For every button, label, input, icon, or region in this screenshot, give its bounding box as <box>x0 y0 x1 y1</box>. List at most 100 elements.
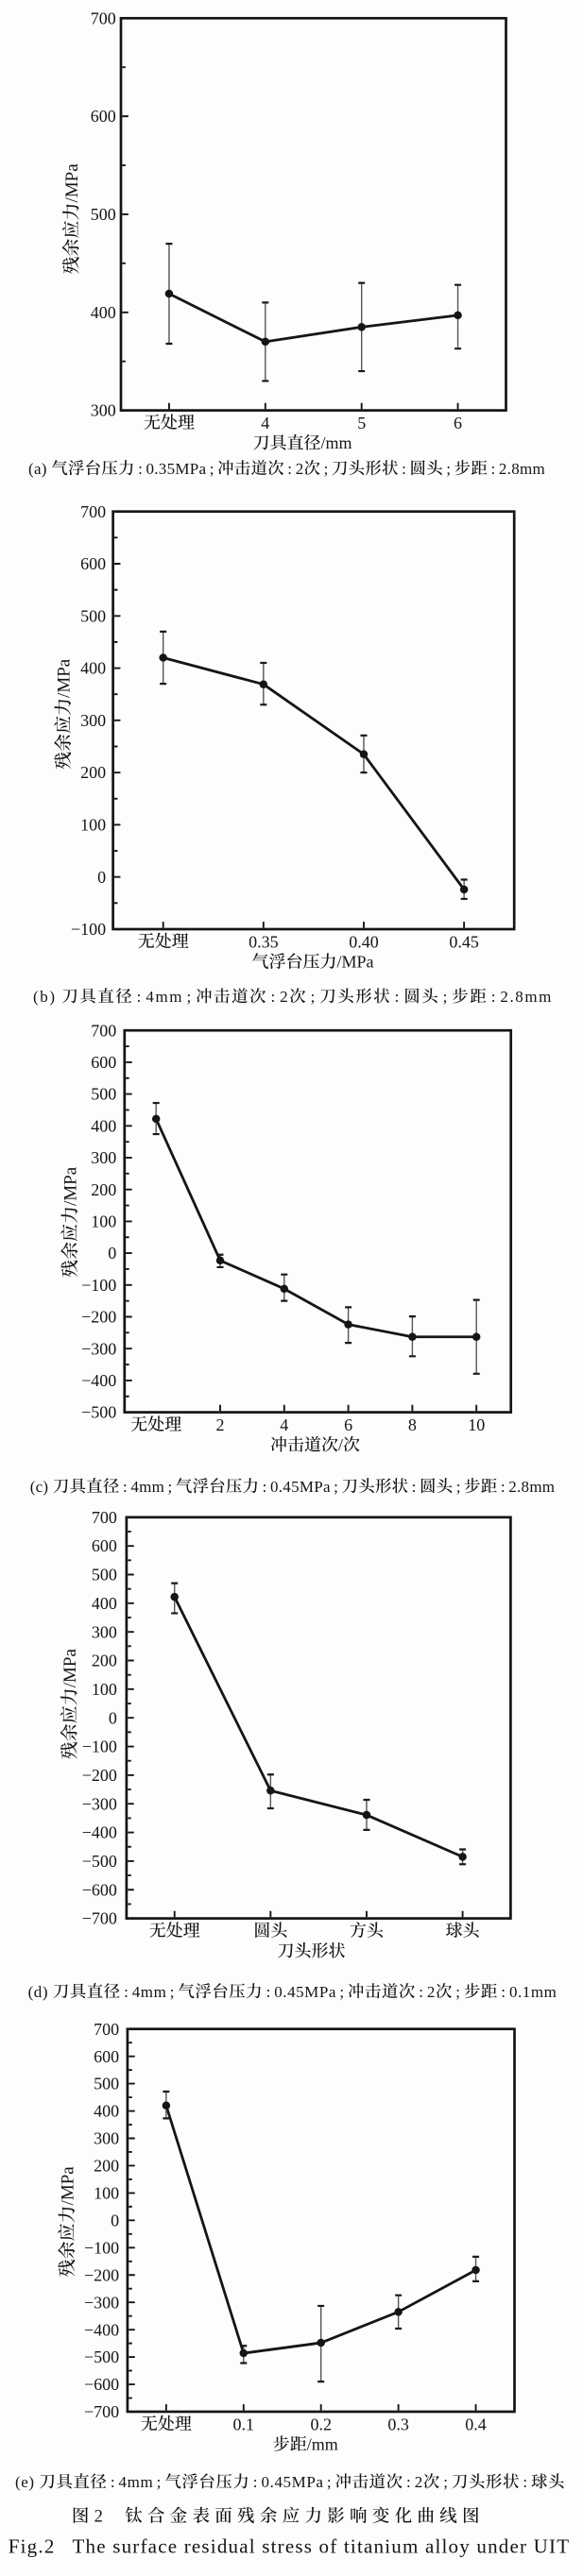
svg-text:;: ; <box>311 988 317 1006</box>
svg-text:10: 10 <box>468 1415 485 1434</box>
svg-text:/MPa: /MPa <box>55 658 75 698</box>
svg-text:;: ; <box>168 1478 173 1496</box>
svg-text:;: ; <box>455 1983 460 2001</box>
svg-text:400: 400 <box>92 1594 117 1613</box>
svg-text:−300: −300 <box>81 1339 116 1358</box>
svg-text::: : <box>287 460 292 478</box>
svg-text:;: ; <box>334 1478 338 1496</box>
svg-text:2.8mm: 2.8mm <box>500 988 553 1006</box>
svg-text:6: 6 <box>344 1415 352 1434</box>
svg-text:300: 300 <box>94 2129 119 2148</box>
svg-text:700: 700 <box>94 2020 119 2039</box>
svg-text:−300: −300 <box>82 1794 117 1813</box>
svg-text:2: 2 <box>296 460 304 478</box>
svg-text:;: ; <box>327 2473 332 2491</box>
svg-text:0: 0 <box>109 1708 117 1727</box>
svg-text:4mm: 4mm <box>130 1478 164 1496</box>
svg-text:;: ; <box>170 1983 175 2001</box>
svg-text::: : <box>137 988 143 1006</box>
svg-text:200: 200 <box>80 763 106 782</box>
svg-text:0.45MPa: 0.45MPa <box>262 2473 324 2491</box>
svg-text:2: 2 <box>427 1983 436 2001</box>
svg-text:The surface residual stress of: The surface residual stress of titanium … <box>73 2534 571 2557</box>
svg-text:−100: −100 <box>82 1737 117 1756</box>
svg-text:;: ; <box>324 460 329 478</box>
svg-text:−600: −600 <box>84 2375 119 2394</box>
svg-text:0.4: 0.4 <box>465 2415 487 2434</box>
svg-text:;: ; <box>446 460 451 478</box>
svg-text::: : <box>406 2473 411 2491</box>
svg-text::: : <box>402 460 406 478</box>
svg-text::: : <box>491 988 497 1006</box>
svg-text:−700: −700 <box>82 1909 117 1928</box>
svg-text:−400: −400 <box>84 2320 119 2339</box>
svg-text:2.8mm: 2.8mm <box>499 460 545 478</box>
svg-text::: : <box>123 1478 128 1496</box>
svg-text::: : <box>412 1478 417 1496</box>
svg-text:/mm: /mm <box>321 433 352 452</box>
svg-text:4mm: 4mm <box>119 2473 154 2491</box>
svg-text:−100: −100 <box>81 1276 116 1295</box>
svg-text:−300: −300 <box>84 2293 119 2312</box>
svg-text::: : <box>111 2473 115 2491</box>
svg-text::: : <box>263 1478 267 1496</box>
svg-text::: : <box>395 988 401 1006</box>
svg-text:4: 4 <box>280 1415 288 1434</box>
svg-text:−400: −400 <box>82 1823 117 1842</box>
svg-text:2: 2 <box>415 2473 423 2491</box>
svg-text:(d): (d) <box>28 1983 48 2001</box>
svg-text:700: 700 <box>91 1021 116 1040</box>
svg-text:5: 5 <box>357 414 366 432</box>
svg-text:(a): (a) <box>28 460 47 478</box>
svg-text::: : <box>138 460 143 478</box>
svg-text:200: 200 <box>92 1652 117 1670</box>
svg-text:100: 100 <box>92 1680 117 1699</box>
svg-text:300: 300 <box>92 1622 117 1641</box>
svg-text:0.45: 0.45 <box>449 933 479 952</box>
svg-text:500: 500 <box>94 2075 119 2093</box>
svg-text:−500: −500 <box>81 1403 116 1422</box>
svg-text:500: 500 <box>92 1566 117 1585</box>
svg-text:2: 2 <box>280 988 289 1006</box>
svg-text::: : <box>501 1478 506 1496</box>
svg-text:300: 300 <box>80 711 106 730</box>
svg-text:/MPa: /MPa <box>60 1649 80 1688</box>
svg-text:0.1mm: 0.1mm <box>509 1983 557 2001</box>
svg-text:−200: −200 <box>81 1308 116 1327</box>
svg-text:100: 100 <box>91 1212 116 1231</box>
svg-text:;: ; <box>186 988 192 1006</box>
svg-text:(b): (b) <box>33 988 57 1006</box>
svg-text:100: 100 <box>80 816 106 835</box>
svg-text:400: 400 <box>94 2102 119 2121</box>
svg-text::: : <box>523 2473 527 2491</box>
svg-text:100: 100 <box>94 2184 119 2203</box>
svg-text:500: 500 <box>80 606 106 625</box>
svg-text:;: ; <box>443 988 449 1006</box>
svg-text:−600: −600 <box>82 1880 117 1899</box>
svg-text:;: ; <box>443 2473 448 2491</box>
svg-text::: : <box>501 1983 506 2001</box>
svg-text:0: 0 <box>97 868 106 887</box>
svg-text:0.45MPa: 0.45MPa <box>274 1983 336 2001</box>
svg-text:−500: −500 <box>84 2347 119 2366</box>
svg-text:−200: −200 <box>82 1766 117 1785</box>
svg-text:0.2: 0.2 <box>310 2415 332 2434</box>
svg-text:Fig.2: Fig.2 <box>9 2534 56 2557</box>
svg-text:500: 500 <box>91 1085 116 1104</box>
svg-text::: : <box>266 1983 271 2001</box>
svg-text:/MPa: /MPa <box>59 2166 78 2206</box>
svg-text:/mm: /mm <box>307 2435 338 2454</box>
svg-text:0.45MPa: 0.45MPa <box>270 1478 331 1496</box>
svg-text:300: 300 <box>91 401 116 420</box>
svg-text:700: 700 <box>91 8 116 27</box>
svg-text:/MPa: /MPa <box>337 953 374 972</box>
svg-text:;: ; <box>157 2473 162 2491</box>
svg-text:0: 0 <box>108 1244 116 1263</box>
svg-text:300: 300 <box>91 1148 116 1167</box>
svg-text:0: 0 <box>111 2211 119 2229</box>
svg-text:(e): (e) <box>15 2473 35 2491</box>
svg-text:600: 600 <box>80 554 106 573</box>
svg-text:600: 600 <box>91 1053 116 1072</box>
svg-text::: : <box>253 2473 258 2491</box>
svg-text:0.3: 0.3 <box>387 2415 409 2434</box>
